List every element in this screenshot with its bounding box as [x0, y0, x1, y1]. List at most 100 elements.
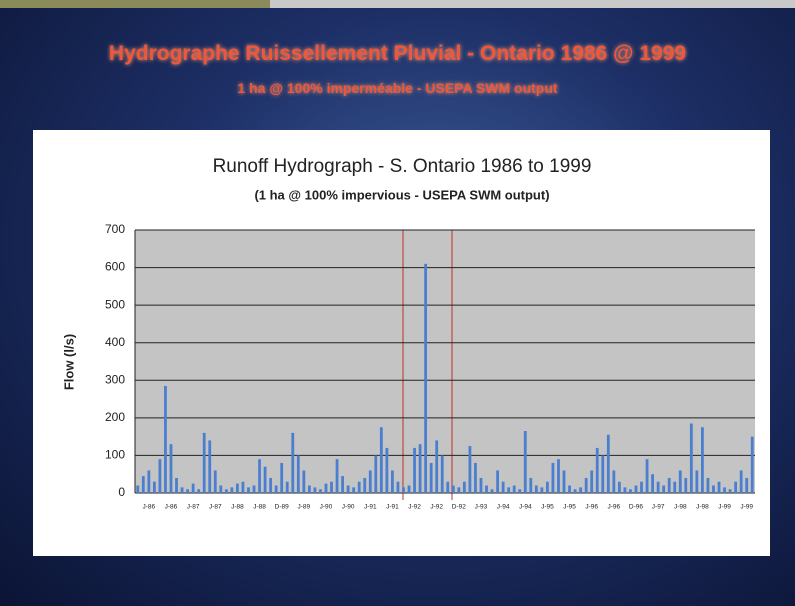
bar	[723, 487, 726, 493]
x-tick-label: J-88	[231, 504, 244, 511]
bar	[706, 477, 710, 493]
bar	[202, 432, 206, 493]
bar	[385, 447, 389, 493]
bar	[651, 474, 654, 493]
x-tick-label: J-98	[696, 504, 709, 511]
bar	[579, 487, 583, 493]
bar	[247, 487, 250, 493]
x-tick-label: D-96	[629, 504, 643, 511]
bar	[606, 434, 610, 493]
bar	[291, 432, 295, 493]
y-tick-label: 300	[105, 372, 125, 386]
y-tick-label: 0	[118, 485, 125, 499]
bar	[230, 487, 234, 493]
bar	[734, 481, 738, 493]
bar	[462, 481, 466, 493]
bar	[717, 481, 721, 493]
plot-area	[135, 230, 755, 493]
bar	[280, 462, 284, 493]
bar	[446, 481, 450, 493]
bar	[562, 470, 566, 493]
bar	[418, 444, 422, 493]
bar	[313, 487, 317, 493]
bar	[518, 489, 522, 493]
bar	[324, 483, 328, 493]
bar	[712, 485, 715, 493]
bar	[701, 427, 704, 493]
bar	[695, 470, 699, 493]
bar	[224, 489, 228, 493]
bar	[468, 446, 472, 493]
bar	[512, 485, 516, 493]
x-tick-label: J-91	[364, 504, 377, 511]
bar	[546, 481, 549, 493]
x-tick-label: J-90	[342, 504, 355, 511]
bar	[374, 455, 378, 493]
bar	[164, 385, 167, 493]
y-axis-label: Flow (l/s)	[61, 334, 76, 390]
bar	[236, 483, 239, 493]
bar	[357, 481, 361, 493]
bar	[684, 477, 688, 493]
bar	[424, 263, 428, 493]
bar	[407, 485, 411, 493]
bar	[346, 485, 350, 493]
bar	[629, 489, 632, 493]
bar	[391, 470, 394, 493]
top-bar	[0, 0, 270, 8]
bar	[191, 483, 195, 493]
bar	[689, 423, 693, 493]
bar	[584, 477, 588, 493]
x-tick-label: J-99	[718, 504, 731, 511]
bar	[739, 470, 743, 493]
bar	[213, 470, 217, 493]
bar	[678, 470, 682, 493]
bar	[141, 476, 145, 493]
y-tick-label: 500	[105, 297, 125, 311]
x-tick-label: J-91	[386, 504, 399, 511]
bar	[352, 487, 356, 493]
bar	[252, 485, 256, 493]
bar	[307, 485, 311, 493]
bar	[728, 489, 732, 493]
bar	[474, 462, 477, 493]
bar	[147, 470, 151, 493]
bar	[402, 487, 405, 493]
x-tick-label: J-92	[430, 504, 443, 511]
x-tick-label: J-94	[497, 504, 510, 511]
x-tick-label: J-99	[740, 504, 753, 511]
x-tick-label: J-94	[519, 504, 532, 511]
bar	[197, 489, 201, 493]
bar	[269, 477, 273, 493]
bar	[640, 481, 643, 493]
bar	[662, 485, 666, 493]
x-tick-label: J-89	[298, 504, 311, 511]
bar	[529, 477, 533, 493]
bar	[258, 459, 261, 493]
x-tick-label: J-97	[652, 504, 665, 511]
bar	[673, 481, 677, 493]
bar	[557, 459, 560, 493]
bar	[496, 470, 499, 493]
bar	[285, 481, 289, 493]
y-tick-label: 600	[105, 260, 125, 274]
y-tick-label: 100	[105, 448, 125, 462]
bar	[656, 481, 660, 493]
bar	[568, 485, 571, 493]
bar	[634, 485, 638, 493]
bar	[208, 440, 212, 493]
x-tick-label: J-90	[320, 504, 333, 511]
y-tick-label: 400	[105, 335, 125, 349]
bar	[745, 477, 749, 493]
bar	[534, 485, 538, 493]
bar	[501, 481, 505, 493]
bar	[263, 466, 267, 493]
x-tick-label: J-86	[165, 504, 178, 511]
bar	[617, 481, 621, 493]
bar	[413, 447, 416, 493]
x-tick-label: J-95	[563, 504, 576, 511]
bar	[302, 470, 306, 493]
bar	[435, 440, 439, 493]
